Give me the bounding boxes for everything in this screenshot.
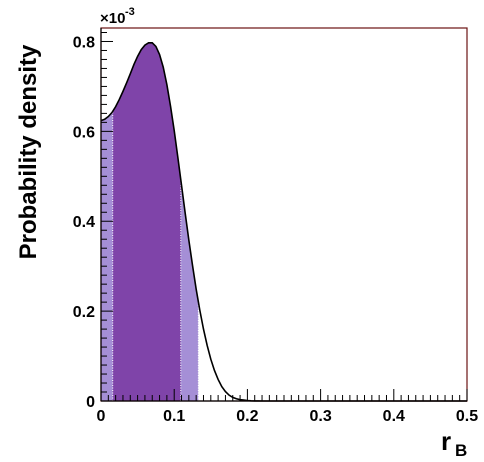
y-exponent-base: ×10 [100,10,125,27]
y-axis-label: Probability density [15,44,42,259]
y-tick-label: 0.2 [73,304,95,321]
x-axis-label-subscript: B [455,441,467,460]
x-tick-label: 0.2 [236,408,258,425]
confidence-bands [100,42,199,401]
y-axis: 0 0.2 0.4 0.6 0.8 [73,28,113,411]
y-tick-label: 0.6 [73,124,95,141]
x-axis: 0 0.1 0.2 0.3 0.4 0.5 [97,389,478,425]
x-tick-label: 0.5 [456,408,478,425]
y-tick-label: 0 [86,394,95,411]
x-axis-label: r [441,426,451,456]
y-tick-label: 0.8 [73,34,95,51]
x-tick-label: 0.3 [309,408,331,425]
band-2 [112,42,181,401]
y-exponent-power: -3 [125,6,135,18]
x-tick-label: 0.4 [383,408,405,425]
y-tick-label: 0.4 [73,214,95,231]
x-tick-label: 0.1 [163,408,185,425]
x-tick-label: 0 [97,408,106,425]
